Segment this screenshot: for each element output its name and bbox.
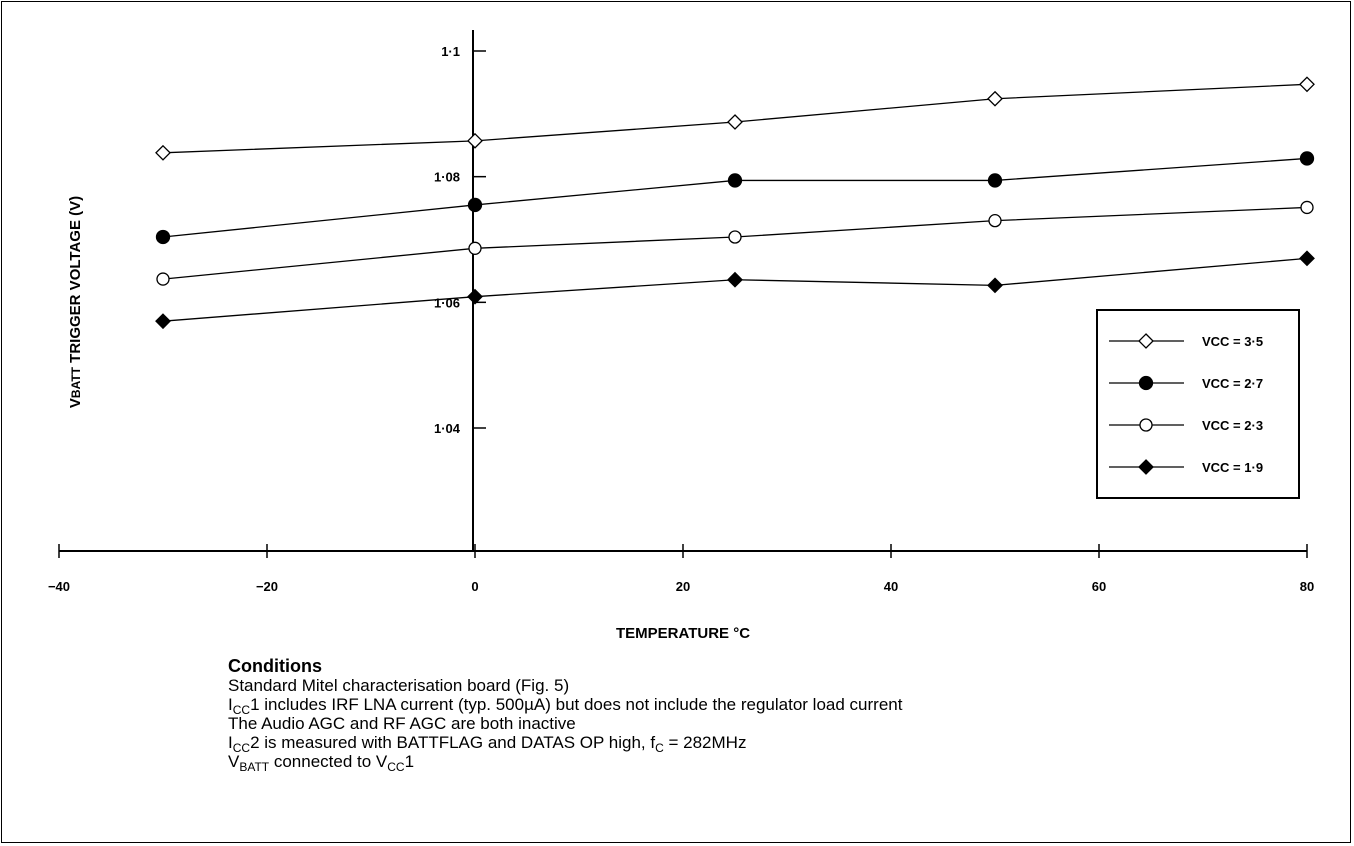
conditions-line-1: Standard Mitel characterisation board (F… — [228, 676, 570, 695]
data-point — [1299, 151, 1315, 166]
plot-series — [155, 76, 1315, 330]
line2-sub: CC — [232, 703, 251, 717]
data-point — [467, 288, 483, 305]
data-point — [727, 173, 743, 188]
legend-marker — [1138, 333, 1154, 349]
legend-label: VCC = 3·5 — [1202, 334, 1263, 349]
x-tick-label: 40 — [884, 579, 898, 594]
y-axis-title-rest: TRIGGER VOLTAGE (V) — [67, 196, 84, 367]
conditions-line-4: ICC2 is measured with BATTFLAG and DATAS… — [228, 733, 1228, 755]
data-point — [727, 271, 743, 288]
legend-item-2: VCC = 2·7 — [1109, 375, 1263, 391]
x-tick-label: −40 — [48, 579, 70, 594]
x-tick-label: 60 — [1092, 579, 1106, 594]
conditions-line-5: VBATT connected to VCC1 — [228, 752, 1228, 774]
line2-rest: 1 includes IRF LNA current (typ. 500µA) … — [250, 695, 903, 714]
data-point — [156, 272, 170, 286]
legend-label: VCC = 2·7 — [1202, 376, 1263, 391]
x-tick-label: 0 — [471, 579, 478, 594]
series-4 — [155, 250, 1315, 330]
legend-label: VCC = 1·9 — [1202, 460, 1263, 475]
legend-marker — [1138, 459, 1154, 475]
data-point — [988, 213, 1002, 228]
legend-box — [1096, 309, 1300, 499]
y-axis-title-v: V — [67, 398, 84, 408]
y-axis-title: VBATT TRIGGER VOLTAGE (V) — [67, 196, 84, 408]
data-point — [155, 144, 171, 161]
y-axis-title-sub: BATT — [69, 366, 83, 398]
x-tick-label: 80 — [1300, 579, 1314, 594]
legend-item-4: VCC = 1·9 — [1109, 459, 1263, 475]
legend-marker — [1139, 418, 1153, 432]
data-point — [987, 90, 1003, 107]
conditions-line-2: ICC1 includes IRF LNA current (typ. 500µ… — [228, 695, 1228, 717]
x-tick-label: −20 — [256, 579, 278, 594]
line5-sub: BATT — [239, 760, 270, 774]
line5-rest: 1 — [404, 752, 415, 771]
data-point — [728, 230, 742, 244]
y-tick-label: 1·04 — [434, 421, 461, 436]
series-1 — [155, 76, 1315, 161]
legend-marker — [1138, 375, 1154, 391]
legend: VCC = 3·5 VCC = 2·7 VCC = 2·3 VCC = 1·9 — [1096, 309, 1300, 499]
x-axis-title: TEMPERATURE °C — [616, 625, 750, 642]
line2-main: I — [228, 695, 233, 714]
data-point — [987, 277, 1003, 294]
x-tick-label: 20 — [676, 579, 690, 594]
data-point — [727, 114, 743, 130]
data-point — [1299, 76, 1315, 93]
line5-mid: connected to V — [269, 752, 388, 771]
data-point — [987, 173, 1003, 188]
series-line — [162, 157, 1308, 238]
data-point — [468, 241, 482, 255]
line4-sub: CC — [232, 741, 251, 755]
data-point — [467, 197, 483, 213]
line4-sub2: C — [655, 741, 664, 755]
data-point — [1299, 250, 1315, 267]
axes: −40 −20 0 20 40 60 801·041·061·081·1 — [48, 30, 1314, 594]
conditions-notes: Conditions Standard Mitel characterisati… — [228, 656, 1228, 774]
series-3 — [156, 200, 1314, 286]
line5-main: V — [228, 752, 240, 771]
conditions-title: Conditions — [228, 656, 322, 676]
line4-rest: = 282MHz — [663, 733, 747, 752]
data-point — [155, 229, 171, 245]
line4-main: I — [228, 733, 233, 752]
series-2 — [155, 151, 1315, 245]
conditions-line-3: The Audio AGC and RF AGC are both inacti… — [228, 714, 576, 733]
line4-mid: 2 is measured with BATTFLAG and DATAS OP… — [250, 733, 656, 752]
y-tick-label: 1·08 — [434, 170, 460, 185]
data-point — [155, 313, 171, 330]
data-point — [1300, 200, 1314, 215]
legend-label: VCC = 2·3 — [1202, 418, 1263, 433]
line5-sub2: CC — [387, 760, 405, 774]
legend-item-1: VCC = 3·5 — [1109, 333, 1263, 349]
legend-item-3: VCC = 2·3 — [1109, 418, 1263, 433]
data-point — [467, 132, 483, 149]
y-tick-label: 1·1 — [441, 44, 460, 59]
